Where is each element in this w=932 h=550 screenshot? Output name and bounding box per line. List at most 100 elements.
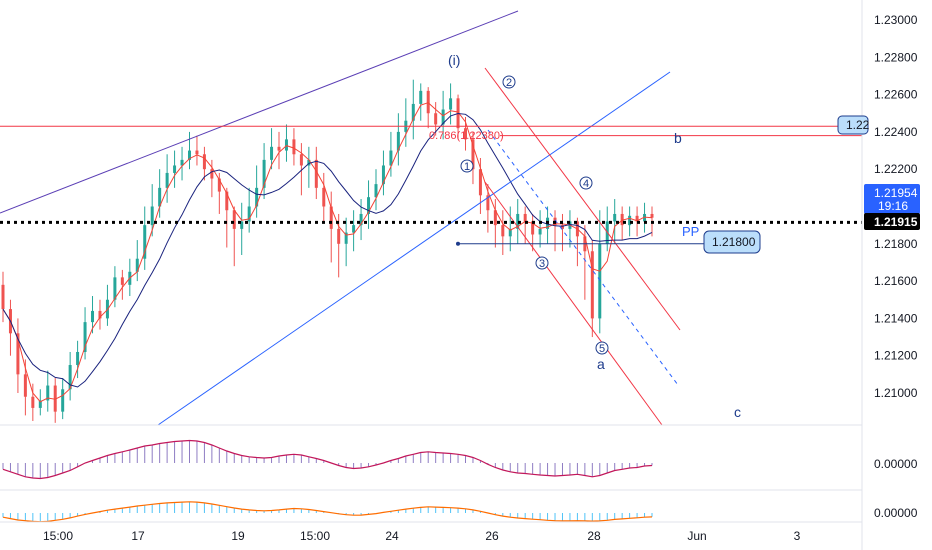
wave-label-i[interactable]: (i)	[448, 52, 460, 68]
candle-body[interactable]	[270, 146, 274, 160]
candle-body[interactable]	[120, 277, 124, 285]
candle-body[interactable]	[434, 113, 438, 125]
pp-value-box[interactable]: 1.21800	[703, 230, 761, 254]
candle-body[interactable]	[165, 172, 169, 188]
candle-body[interactable]	[135, 258, 139, 272]
candle-body[interactable]	[195, 150, 199, 155]
candle-body[interactable]	[538, 228, 542, 235]
candle-body[interactable]	[352, 225, 356, 233]
candle-body[interactable]	[202, 154, 206, 170]
candle-body[interactable]	[255, 187, 259, 207]
candle-body[interactable]	[232, 210, 236, 229]
candle-body[interactable]	[180, 159, 184, 166]
candle-body[interactable]	[284, 139, 288, 151]
candle-body[interactable]	[240, 221, 244, 229]
candle-body[interactable]	[247, 206, 251, 222]
candle-body[interactable]	[501, 225, 505, 237]
candle-body[interactable]	[307, 159, 311, 166]
candle-body[interactable]	[150, 206, 154, 226]
candle-body[interactable]	[16, 333, 20, 375]
candle-body[interactable]	[314, 159, 318, 188]
channel-line-upper[interactable]	[484, 67, 681, 331]
candle-body[interactable]	[299, 154, 303, 166]
candle-body[interactable]	[173, 165, 177, 173]
candle-body[interactable]	[531, 221, 535, 235]
candle-body[interactable]	[471, 139, 475, 170]
candle-body[interactable]	[113, 277, 117, 300]
pp-line-anchor[interactable]	[456, 241, 460, 246]
wave-label-b[interactable]: b	[674, 130, 682, 146]
candle-body[interactable]	[337, 228, 341, 244]
candle-body[interactable]	[1, 284, 5, 310]
candle-body[interactable]	[277, 146, 281, 151]
candle-body[interactable]	[493, 210, 497, 226]
candle-body[interactable]	[486, 195, 490, 211]
candle-body[interactable]	[374, 184, 378, 198]
candle-body[interactable]	[68, 365, 72, 390]
candle-body[interactable]	[322, 187, 326, 207]
candle-body[interactable]	[396, 131, 400, 151]
candle-body[interactable]	[613, 213, 617, 222]
candle-body[interactable]	[389, 150, 393, 166]
candle-body[interactable]	[91, 310, 95, 323]
candle-body[interactable]	[478, 169, 482, 196]
candle-body[interactable]	[419, 90, 423, 104]
candle-body[interactable]	[76, 351, 80, 366]
current-price-tag[interactable]: 1.21954 19:16	[864, 184, 920, 214]
candle-body[interactable]	[359, 213, 363, 226]
trend-line-blue[interactable]	[157, 71, 671, 426]
candle-body[interactable]	[628, 215, 632, 226]
candle-body[interactable]	[98, 310, 102, 319]
candle-body[interactable]	[143, 225, 147, 259]
candle-body[interactable]	[210, 169, 214, 179]
candle-body[interactable]	[225, 191, 229, 211]
candle-body[interactable]	[650, 213, 654, 218]
candle-body[interactable]	[262, 159, 266, 188]
channel-midline[interactable]	[487, 129, 679, 386]
candle-body[interactable]	[516, 213, 520, 229]
wave-circle-1[interactable]: 1	[460, 159, 474, 173]
wave-circle-4[interactable]: 4	[579, 176, 593, 190]
wave-label-c[interactable]: c	[734, 404, 741, 420]
pp-label[interactable]: PP	[682, 224, 699, 239]
candle-body[interactable]	[426, 90, 430, 114]
candle-body[interactable]	[411, 103, 415, 121]
candle-body[interactable]	[635, 215, 639, 222]
candle-body[interactable]	[560, 225, 564, 229]
candle-body[interactable]	[441, 109, 445, 125]
wave-circle-5[interactable]: 5	[595, 341, 609, 355]
candle-body[interactable]	[217, 178, 221, 192]
candle-body[interactable]	[292, 139, 296, 155]
candle-body[interactable]	[620, 213, 624, 226]
candle-body[interactable]	[508, 228, 512, 237]
candle-body[interactable]	[31, 396, 35, 408]
candle-body[interactable]	[46, 385, 50, 401]
candle-body[interactable]	[367, 197, 371, 214]
oscillator-pane-1[interactable]	[2, 439, 653, 480]
candle-body[interactable]	[61, 389, 65, 412]
candle-body[interactable]	[598, 243, 602, 319]
fib-label[interactable]: 0.786(1.22380)	[429, 130, 504, 142]
time-axis[interactable]: 15:00 17 19 15:00 24 26 28 Jun 3	[43, 529, 801, 543]
price-axis[interactable]: 1.230001.228001.226001.224001.222001.220…	[874, 13, 918, 400]
candle-body[interactable]	[23, 374, 27, 397]
candle-body[interactable]	[590, 251, 594, 319]
price-pane[interactable]	[1, 79, 654, 423]
trend-line-purple[interactable]	[0, 10, 519, 214]
candle-body[interactable]	[53, 385, 57, 412]
channel-line-lower[interactable]	[484, 181, 663, 426]
candle-body[interactable]	[187, 150, 191, 160]
candle-body[interactable]	[83, 322, 87, 352]
candle-body[interactable]	[381, 165, 385, 185]
candle-body[interactable]	[523, 213, 527, 222]
level-price-tag[interactable]: 1.22	[837, 115, 870, 135]
candle-body[interactable]	[329, 206, 333, 229]
candle-body[interactable]	[344, 232, 348, 244]
candle-body[interactable]	[38, 400, 42, 408]
candle-body[interactable]	[643, 213, 647, 222]
dotted-price-tag[interactable]: 1.21915	[864, 213, 920, 230]
wave-label-a[interactable]: a	[597, 356, 605, 372]
wave-circle-3[interactable]: 3	[535, 256, 549, 270]
candle-body[interactable]	[449, 98, 453, 110]
